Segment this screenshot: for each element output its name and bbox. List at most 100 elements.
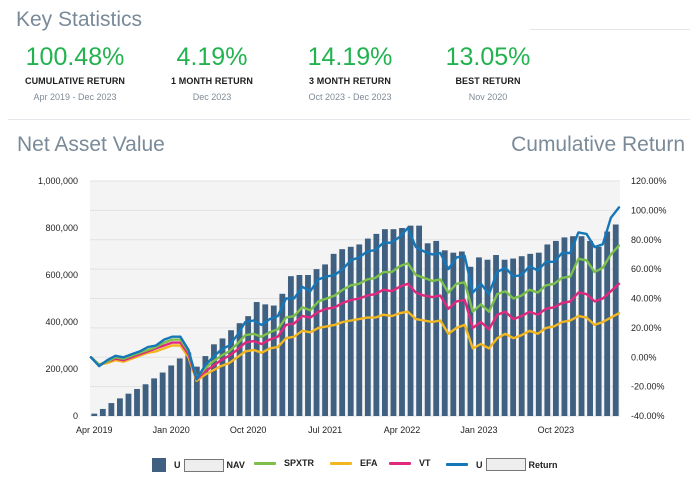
legend-return[interactable]: U Return: [446, 458, 558, 471]
nav-bar: [561, 237, 568, 416]
left-axis-tick-label: 800,000: [45, 223, 78, 233]
nav-bar: [484, 259, 491, 416]
x-axis-tick-label: Apr 2019: [76, 425, 113, 435]
x-axis-tick-label: Oct 2020: [230, 425, 267, 435]
stat-label: CUMULATIVE RETURN: [24, 76, 126, 86]
series-line-efa: [89, 310, 621, 383]
nav-bar: [117, 398, 123, 417]
nav-bar: [373, 233, 380, 417]
nav-bar: [159, 372, 166, 416]
nav-bar: [578, 236, 585, 416]
nav-bar: [108, 403, 115, 416]
legend-vt[interactable]: VT: [389, 458, 431, 468]
cumulative-return-title: Cumulative Return: [511, 133, 685, 156]
stat-3-month-return: 14.19% 3 MONTH RETURN Oct 2023 - Dec 202…: [275, 42, 425, 102]
right-axis-tick-label: -20.00%: [631, 382, 665, 392]
nav-bar: [142, 384, 149, 416]
x-axis-tick-label: Jul 2021: [308, 425, 342, 435]
stat-label: 3 MONTH RETURN: [309, 76, 391, 86]
return-swatch: [446, 463, 468, 466]
nav-bar: [399, 228, 405, 416]
nav-bar: [476, 257, 482, 417]
nav-bar: [587, 240, 593, 416]
nav-bar: [185, 352, 192, 416]
x-axis-tick-label: Oct 2023: [538, 425, 575, 435]
nav-bar: [262, 304, 269, 417]
nav-bar: [347, 246, 354, 416]
net-asset-value-title: Net Asset Value: [17, 133, 165, 156]
key-statistics-title: Key Statistics: [16, 8, 143, 31]
nav-bar: [544, 244, 551, 416]
nav-bar: [493, 255, 499, 416]
stat-period: Dec 2023: [192, 92, 232, 102]
nav-bar: [193, 366, 200, 416]
nav-bar: [407, 225, 414, 416]
stat-label: BEST RETURN: [455, 76, 521, 86]
stat-1-month-return: 4.19% 1 MONTH RETURN Dec 2023: [137, 42, 287, 102]
nav-bar: [424, 243, 431, 416]
nav-bar: [441, 250, 448, 416]
nav-bar: [501, 259, 508, 416]
nav-bar: [245, 316, 252, 417]
nav-bar: [211, 344, 217, 416]
left-axis-tick-label: 200,000: [45, 364, 78, 374]
nav-bar: [450, 252, 457, 416]
header-divider: [530, 29, 690, 30]
nav-bar: [433, 240, 440, 416]
legend-spxtr[interactable]: SPXTR: [254, 458, 314, 468]
nav-bar: [364, 238, 371, 416]
left-axis-tick-label: 0: [73, 411, 78, 421]
nav-bar: [322, 264, 328, 416]
nav-bar: [202, 356, 209, 416]
nav-bar: [595, 246, 602, 416]
nav-bar: [253, 302, 260, 416]
stat-label: 1 MONTH RETURN: [171, 76, 253, 86]
nav-bar: [527, 253, 534, 416]
series-line-spxtr: [89, 244, 621, 380]
nav-bar: [236, 323, 243, 416]
nav-bar: [270, 305, 277, 416]
nav-bar: [382, 229, 388, 416]
nav-swatch: [152, 458, 166, 472]
series-line-return: [89, 206, 621, 381]
legend-efa-label: EFA: [360, 458, 378, 468]
legend-return-suffix: Return: [528, 459, 558, 470]
legend-efa[interactable]: EFA: [330, 458, 378, 468]
stat-period: Oct 2023 - Dec 2023: [308, 92, 392, 102]
nav-bar: [570, 236, 576, 416]
series-line-vt: [89, 282, 621, 381]
right-axis-tick-label: -40.00%: [631, 411, 665, 421]
left-axis-tick-label: 1,000,000: [38, 176, 78, 186]
nav-bar: [330, 253, 337, 416]
x-axis-tick-label: Apr 2022: [384, 425, 421, 435]
nav-bar: [339, 249, 346, 416]
right-axis-tick-label: 60.00%: [631, 264, 662, 274]
legend-vt-label: VT: [419, 458, 431, 468]
nav-bar: [125, 393, 132, 416]
nav-bar: [604, 231, 611, 416]
nav-bar: [305, 275, 311, 416]
stat-value: 4.19%: [176, 43, 248, 71]
legend-nav-suffix: NAV: [226, 460, 245, 470]
nav-bar: [612, 224, 619, 416]
right-axis-tick-label: 0.00%: [631, 352, 657, 362]
nav-bar: [134, 388, 140, 416]
nav-bar: [91, 413, 98, 416]
legend-nav[interactable]: U NAV: [152, 458, 245, 472]
legend-nav-prefix: U: [174, 460, 181, 470]
left-axis-tick-label: 600,000: [45, 270, 78, 280]
legend-spxtr-label: SPXTR: [284, 458, 315, 468]
x-axis-tick-label: Jan 2020: [153, 425, 190, 435]
right-axis-tick-label: 120.00%: [631, 176, 667, 186]
stat-best-return: 13.05% BEST RETURN Nov 2020: [413, 42, 563, 102]
stat-value: 14.19%: [307, 43, 393, 71]
nav-bar: [279, 293, 286, 416]
right-axis-tick-label: 40.00%: [631, 294, 662, 304]
left-axis-tick-label: 400,000: [45, 317, 78, 327]
chart-legend: U NAV SPXTR EFA VT U Return: [0, 458, 695, 476]
nav-bar: [458, 251, 465, 416]
nav-bar: [176, 358, 183, 416]
nav-bar: [356, 244, 363, 416]
legend-return-prefix: U: [476, 459, 483, 470]
nav-bar: [99, 408, 106, 416]
